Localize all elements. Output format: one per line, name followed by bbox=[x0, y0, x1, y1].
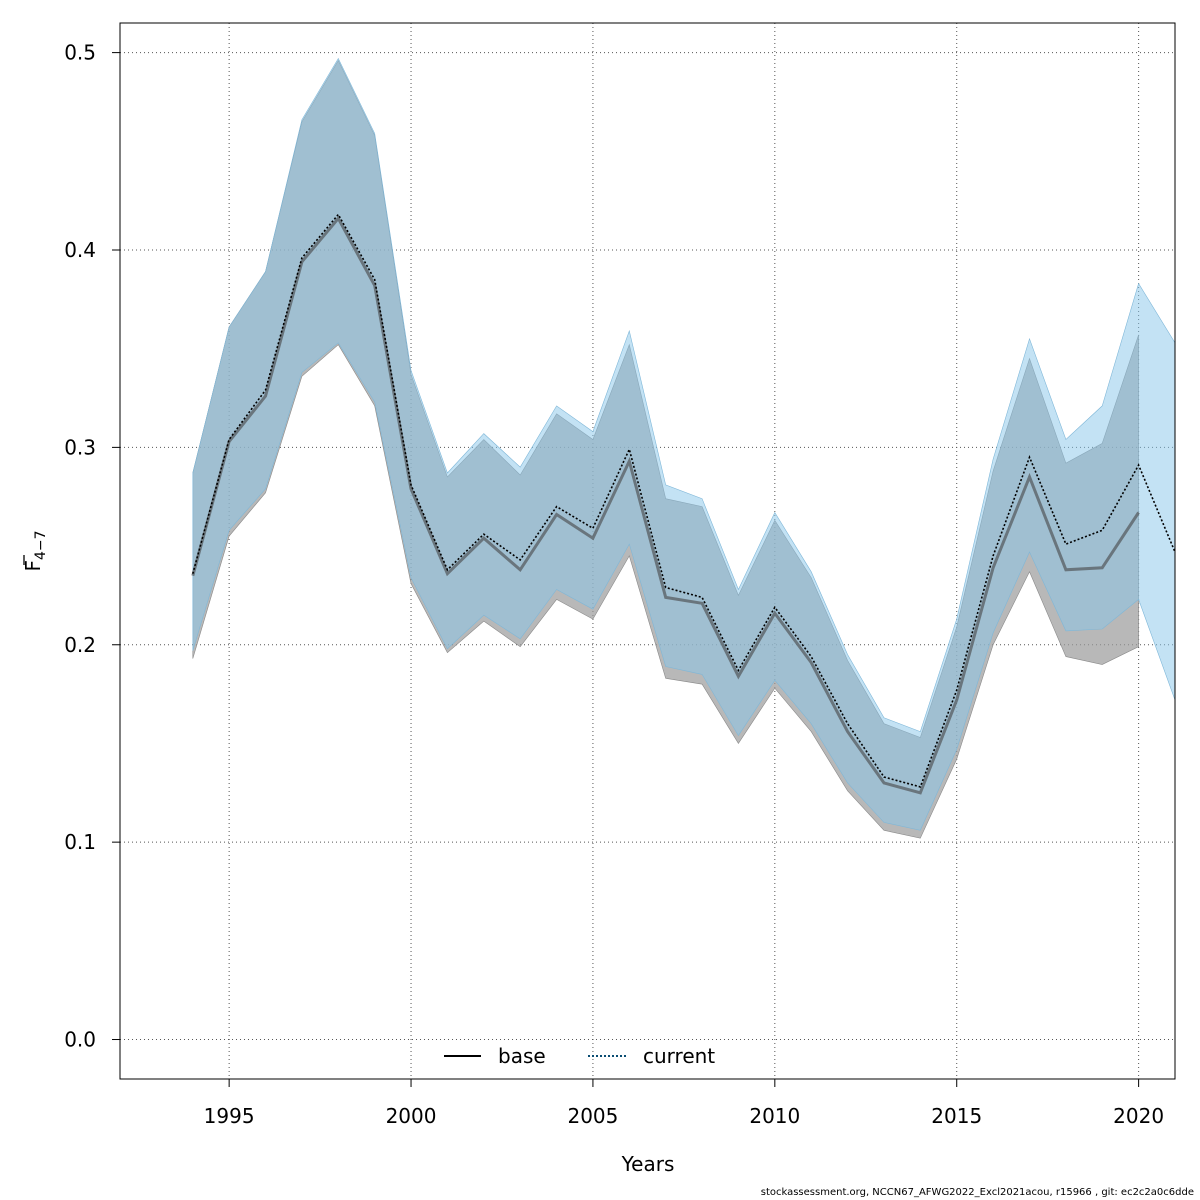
confidence-bands bbox=[192, 57, 1176, 839]
y-tick-label: 0.2 bbox=[64, 633, 96, 657]
y-axis: 0.0 0.1 0.2 0.3 0.4 0.5 bbox=[64, 41, 120, 1052]
y-axis-title-main: F bbox=[21, 560, 45, 572]
plot-frame bbox=[119, 22, 1176, 1080]
y-axis-title: F4−7 bbox=[21, 530, 49, 571]
x-tick-label: 2015 bbox=[931, 1104, 982, 1128]
line-base bbox=[191, 215, 1140, 795]
svg-text:F4−7: F4−7 bbox=[21, 530, 49, 571]
x-tick-label: 2000 bbox=[386, 1104, 437, 1128]
y-axis-title-sub: 4−7 bbox=[33, 530, 49, 560]
legend-label-current: current bbox=[643, 1044, 715, 1068]
x-tick-label: 1995 bbox=[204, 1104, 255, 1128]
series-lines bbox=[191, 213, 1176, 795]
legend-label-base: base bbox=[498, 1044, 546, 1068]
x-tick-label: 2010 bbox=[749, 1104, 800, 1128]
y-tick-label: 0.1 bbox=[64, 830, 96, 854]
x-tick-label: 2020 bbox=[1113, 1104, 1164, 1128]
x-tick-label: 2005 bbox=[567, 1104, 618, 1128]
footer-caption: stockassessment.org, NCCN67_AFWG2022_Exc… bbox=[760, 1187, 1194, 1198]
y-tick-label: 0.0 bbox=[64, 1028, 96, 1052]
x-axis: 1995 2000 2005 2010 2015 2020 bbox=[204, 1079, 1164, 1128]
line-current bbox=[192, 213, 1176, 788]
y-tick-label: 0.4 bbox=[64, 238, 96, 262]
y-tick-label: 0.5 bbox=[64, 41, 96, 65]
y-tick-label: 0.3 bbox=[64, 435, 96, 459]
band-current bbox=[192, 57, 1176, 831]
x-axis-title: Years bbox=[621, 1152, 675, 1176]
legend: base current bbox=[444, 1044, 715, 1068]
